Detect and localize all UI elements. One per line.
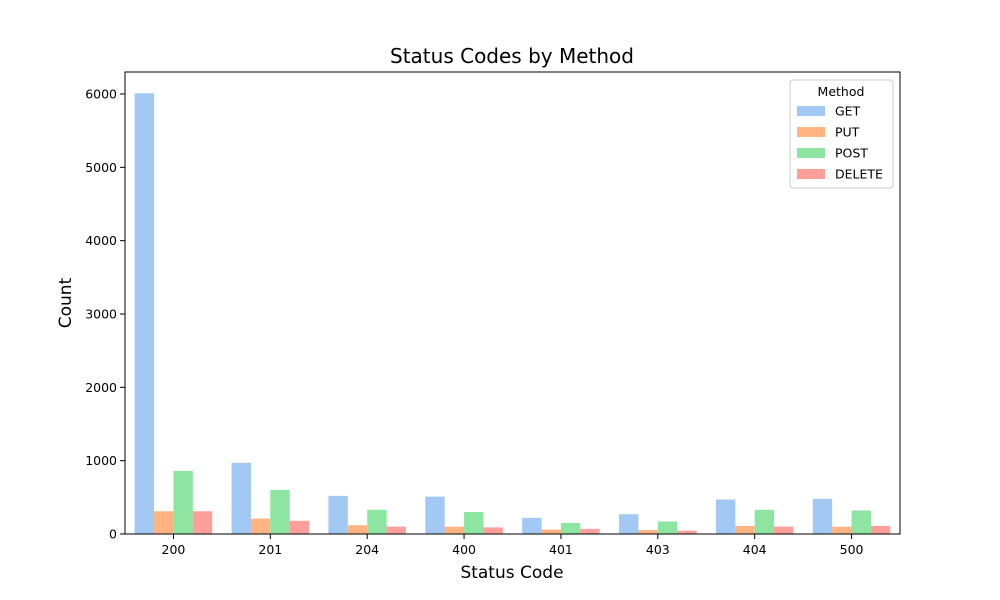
bar-post-201 [270,490,290,534]
x-tick-label: 200 [162,542,186,557]
bar-delete-404 [774,526,794,534]
bar-put-204 [347,525,368,534]
legend-swatch-delete [797,169,825,179]
bar-post-204 [367,509,387,534]
x-tick-label: 204 [355,542,379,557]
legend-label-get: GET [835,104,861,119]
bar-put-201 [250,518,271,534]
plot-frame [124,71,901,535]
legend-swatch-get [797,106,825,116]
legend-label-put: PUT [835,125,860,140]
bar-delete-403 [677,530,697,534]
y-tick-label: 0 [109,527,117,542]
bar-post-200 [173,470,193,534]
bars-layer [134,93,891,535]
bar-delete-201 [289,520,310,534]
bar-delete-401 [580,528,600,534]
bar-delete-204 [386,526,406,534]
bar-put-400 [444,526,465,534]
y-tick-label: 5000 [85,160,117,175]
bar-post-500 [851,510,871,534]
bar-post-404 [754,509,775,534]
legend-items: GET PUT POST DELETE [797,104,883,182]
bar-post-401 [560,523,581,534]
x-tick-label: 403 [646,542,670,557]
y-tick-label: 4000 [85,233,117,248]
legend-label-delete: DELETE [835,167,883,182]
y-tick-label: 6000 [85,87,117,102]
legend: Method GET PUT POST DELETE [789,79,894,189]
y-axis: 0 1000 2000 3000 4000 5000 6000 [85,87,125,542]
x-tick-label: 401 [549,542,573,557]
legend-swatch-put [797,127,825,137]
bar-put-401 [541,529,561,534]
y-axis-label: Count [56,277,76,328]
bar-get-403 [619,514,639,534]
x-tick-label: 400 [452,542,476,557]
x-axis-label: Status Code [460,563,563,583]
bar-get-200 [134,93,155,535]
bar-delete-400 [483,527,503,534]
y-tick-label: 1000 [85,453,117,468]
bar-get-201 [231,462,251,534]
bar-post-400 [464,512,484,534]
bar-get-400 [425,496,445,534]
bar-delete-500 [870,525,891,534]
y-tick-label: 3000 [85,307,117,322]
x-tick-label: 201 [258,542,282,557]
x-tick-label: 500 [840,542,864,557]
x-axis: 200 201 204 400 401 403 404 500 [162,534,864,557]
chart-title: Status Codes by Method [390,44,634,68]
bar-get-401 [522,517,542,534]
bar-put-200 [154,511,174,534]
bar-get-204 [328,495,348,534]
legend-label-post: POST [835,146,868,161]
x-tick-label: 404 [743,542,767,557]
y-tick-label: 2000 [85,380,117,395]
bar-put-500 [832,526,852,534]
bar-put-404 [735,525,755,534]
bar-delete-200 [192,511,213,534]
bar-get-404 [715,499,736,534]
legend-swatch-post [797,148,825,158]
legend-title: Method [818,84,865,99]
bar-put-403 [638,529,658,534]
bar-post-403 [657,521,678,534]
bar-get-500 [812,498,833,534]
